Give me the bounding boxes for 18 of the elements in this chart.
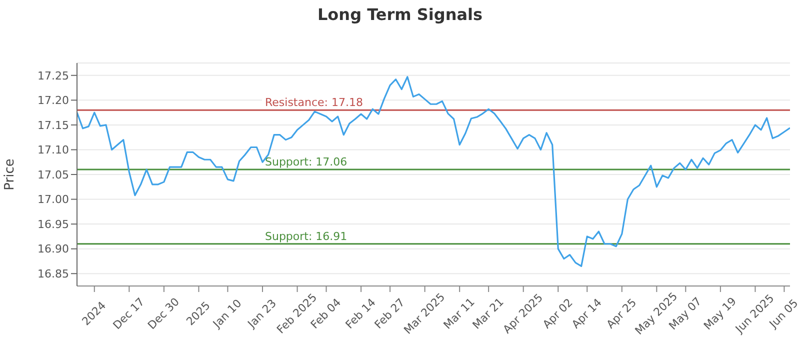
y-tick-label: 17.15 (38, 118, 69, 132)
ref-line-label: Resistance: 17.18 (265, 96, 363, 110)
x-tick-label: Dec 30 (145, 295, 182, 332)
x-tick-label: Dec 17 (110, 295, 148, 332)
y-tick-label: 17.05 (38, 168, 69, 182)
y-tick-label: 16.90 (38, 242, 69, 256)
ref-line-label: Support: 17.06 (265, 156, 348, 169)
y-axis-title: Price (2, 158, 18, 190)
x-tick-label: Jan 10 (210, 296, 244, 332)
y-tick-label: 17.25 (38, 69, 69, 82)
y-tick-label: 16.95 (38, 218, 69, 231)
y-tick-label: 16.85 (38, 268, 69, 281)
y-tick-label: 17.20 (38, 94, 69, 108)
line-series (77, 76, 790, 267)
ref-line-label: Support: 16.91 (265, 230, 348, 243)
chart-title: Long Term Signals (316, 5, 484, 24)
y-tick-label: 17.00 (38, 193, 69, 206)
y-tick-label: 17.10 (38, 144, 69, 157)
